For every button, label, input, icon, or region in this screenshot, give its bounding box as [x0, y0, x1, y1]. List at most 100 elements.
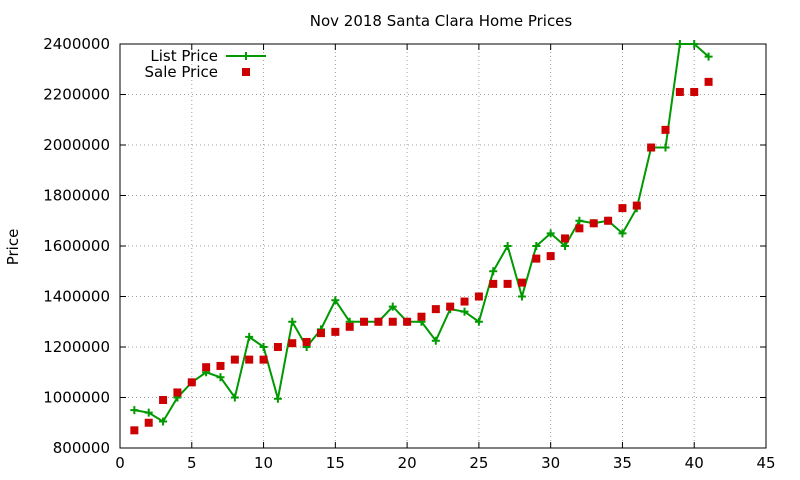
list-price-point [532, 242, 541, 250]
tick-labels: 0 5 10 15 20 25 30 35 40 45 800000 1000000 1200000 14… [43, 35, 775, 472]
list-price-point [331, 296, 340, 305]
list-price-point [431, 336, 440, 345]
sale-price-point [388, 317, 397, 326]
list-price-point [661, 143, 670, 152]
list-price-point [230, 393, 239, 402]
list-price-point [273, 394, 282, 403]
series-line+plus [130, 40, 713, 426]
list-price-point [245, 332, 254, 341]
sale-price-point [575, 224, 584, 233]
legend-plus-marker [242, 52, 250, 60]
sale-price-point [417, 312, 426, 321]
sale-price-point [360, 317, 369, 326]
sale-price-point [331, 327, 340, 336]
sale-price-point [618, 204, 627, 213]
sale-price-point [403, 317, 412, 326]
sale-price-point [460, 297, 469, 306]
sale-price-point [546, 252, 555, 261]
sale-price-point [704, 77, 713, 86]
y-tick-label: 2200000 [43, 86, 110, 104]
sale-price-point [503, 279, 512, 288]
sale-price-point [288, 339, 297, 348]
sale-price-point [316, 329, 325, 338]
sale-price-point [159, 396, 168, 405]
sale-price-point [517, 278, 526, 287]
x-tick-label: 30 [541, 454, 560, 472]
legend-label: Sale Price [145, 63, 218, 81]
list-price-point [216, 373, 225, 382]
x-tick-label: 15 [326, 454, 345, 472]
x-tick-label: 5 [187, 454, 197, 472]
sale-price-point [374, 317, 383, 326]
y-tick-label: 1600000 [43, 237, 110, 255]
list-price-point [259, 343, 268, 351]
x-tick-label: 35 [613, 454, 632, 472]
x-tick-label: 40 [685, 454, 704, 472]
y-tick-label: 1200000 [43, 338, 110, 356]
sale-price-point [202, 363, 211, 372]
sale-price-point [632, 201, 641, 210]
sale-price-point [647, 143, 656, 152]
x-tick-label: 45 [756, 454, 775, 472]
list-price-point [704, 52, 713, 61]
list-price-point [575, 216, 584, 225]
list-price-point [489, 267, 498, 276]
sale-price-point [532, 254, 541, 263]
y-tick-label: 2400000 [43, 35, 110, 53]
list-price-point [503, 242, 512, 250]
list-price-point [130, 406, 139, 415]
sale-price-point [604, 216, 613, 225]
x-tick-label: 25 [469, 454, 488, 472]
sale-price-point [173, 388, 182, 397]
sale-price-point [245, 355, 254, 364]
sale-price-point [345, 322, 354, 331]
sale-price-point [474, 292, 483, 301]
list-price-point [690, 40, 699, 48]
list-price-point [561, 242, 570, 250]
y-tick-label: 1400000 [43, 288, 110, 306]
sale-price-point [230, 355, 239, 364]
sale-price-point [431, 305, 440, 314]
chart-title: Nov 2018 Santa Clara Home Prices [310, 12, 573, 30]
list-price-point [388, 302, 397, 311]
list-price-point [288, 317, 297, 326]
sale-price-point [144, 418, 153, 427]
x-tick-label: 20 [398, 454, 417, 472]
list-price-point [546, 229, 555, 238]
list-price-point [474, 317, 483, 326]
sale-price-point [302, 337, 311, 346]
sale-price-point [675, 87, 684, 96]
list-price-point [675, 40, 684, 48]
y-tick-label: 1000000 [43, 389, 110, 407]
y-axis-label: Price [4, 229, 22, 266]
legend-label: List Price [150, 47, 218, 65]
list-price-point [159, 417, 168, 426]
list-price-point [618, 229, 627, 238]
y-tick-label: 2000000 [43, 136, 110, 154]
sale-price-point [690, 87, 699, 96]
y-tick-label: 1800000 [43, 187, 110, 205]
list-price-point [144, 408, 153, 417]
y-tick-label: 800000 [53, 439, 110, 457]
legend-square-marker [242, 68, 250, 76]
plot-frame [119, 43, 767, 449]
sale-price-point [446, 302, 455, 311]
sale-price-point [561, 234, 570, 243]
series-square [130, 77, 713, 435]
sale-price-point [130, 426, 139, 435]
sale-price-point [661, 125, 670, 134]
list-price-point [460, 307, 469, 316]
sale-price-point [273, 343, 282, 351]
sale-price-point [187, 378, 196, 387]
grid-lines [120, 44, 766, 448]
x-tick-label: 10 [254, 454, 273, 472]
sale-price-point [589, 219, 598, 228]
list-price-point [517, 292, 526, 301]
sale-price-point [259, 355, 268, 364]
sale-price-point [216, 361, 225, 370]
x-tick-label: 0 [115, 454, 125, 472]
sale-price-point [489, 279, 498, 288]
series-layer [130, 40, 713, 435]
